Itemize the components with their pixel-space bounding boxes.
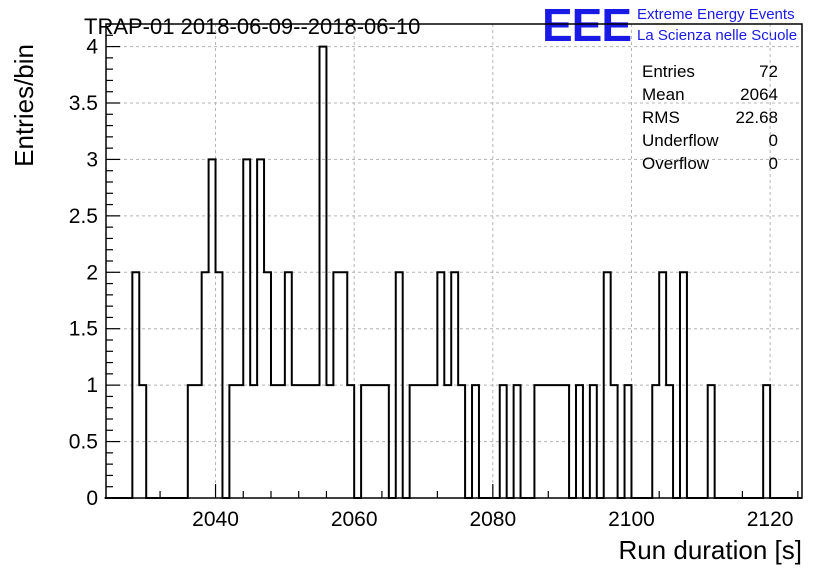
y-tick-label: 4	[86, 36, 98, 59]
stats-label: Underflow	[642, 131, 719, 150]
stats-value: 2064	[740, 85, 778, 104]
x-tick-label: 2080	[469, 508, 516, 531]
y-axis: 0 0.5 1 1.5 2 2.5 3 3.5 4	[69, 23, 120, 510]
y-tick-label: 3.5	[69, 92, 98, 115]
stats-value: 0	[769, 154, 778, 173]
x-tick-label: 2100	[608, 508, 655, 531]
stats-label: Overflow	[642, 154, 710, 173]
y-tick-label: 3	[86, 148, 98, 171]
logo-mark: EEE	[542, 0, 631, 51]
x-tick-label: 2060	[331, 508, 378, 531]
logo: EEE Extreme Energy Events La Scienza nel…	[542, 0, 797, 51]
stats-label: Mean	[642, 85, 685, 104]
x-axis-title: Run duration [s]	[618, 535, 802, 565]
stats-value: 0	[769, 131, 778, 150]
stats-value: 72	[759, 62, 778, 81]
chart-title: TRAP-01 2018-06-09--2018-06-10	[84, 14, 420, 39]
y-axis-title: Entries/bin	[9, 44, 39, 167]
y-tick-label: 2.5	[69, 205, 98, 228]
y-tick-label: 0.5	[69, 431, 98, 454]
x-tick-label: 2120	[747, 508, 794, 531]
stats-value: 22.68	[735, 108, 778, 127]
x-tick-label: 2040	[192, 508, 239, 531]
stats-label: Entries	[642, 62, 695, 81]
stats-box: Entries 72 Mean 2064 RMS 22.68 Underflow 0 Overf…	[642, 62, 778, 173]
y-tick-label: 2	[86, 261, 98, 284]
logo-line-1: Extreme Energy Events	[637, 6, 795, 23]
x-axis: 2040 2060 2080 2100 2120	[131, 484, 799, 531]
y-tick-label: 0	[86, 487, 98, 510]
stats-label: RMS	[642, 108, 680, 127]
y-tick-label: 1.5	[69, 318, 98, 341]
y-tick-label: 1	[86, 374, 98, 397]
logo-line-2: La Scienza nelle Scuole	[637, 27, 797, 44]
